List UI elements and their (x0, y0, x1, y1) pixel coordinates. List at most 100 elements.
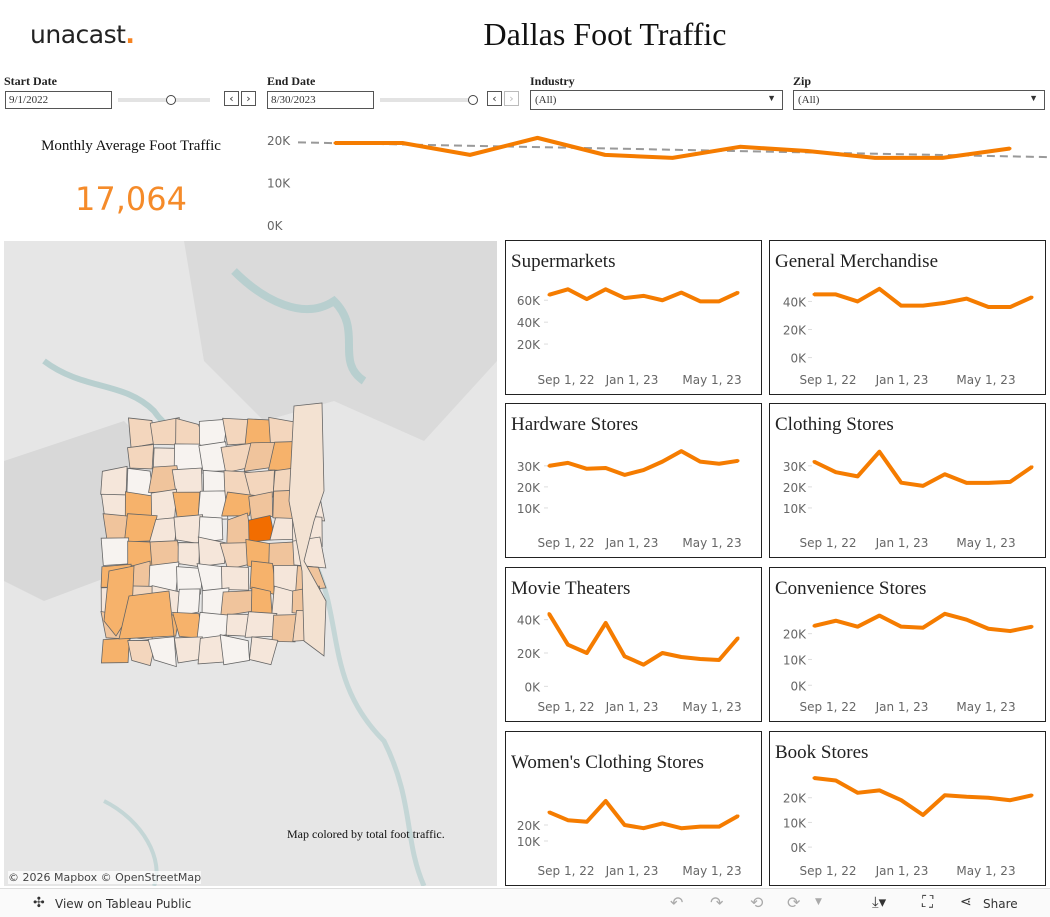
zip-map[interactable]: Map colored by total foot traffic. © 202… (4, 241, 497, 886)
data-point[interactable] (986, 796, 990, 800)
data-point[interactable] (736, 636, 740, 640)
data-point[interactable] (671, 156, 674, 160)
data-point[interactable] (834, 292, 838, 296)
zip-region[interactable] (221, 491, 255, 517)
data-point[interactable] (717, 658, 721, 662)
start-date-next-button[interactable]: › (241, 91, 256, 106)
data-point[interactable] (834, 619, 838, 623)
data-point[interactable] (856, 791, 860, 795)
data-point[interactable] (698, 460, 702, 464)
data-point[interactable] (536, 136, 539, 140)
zip-region[interactable] (248, 636, 279, 666)
data-point[interactable] (986, 481, 990, 485)
data-point[interactable] (698, 825, 702, 829)
end-date-slider[interactable] (380, 98, 472, 102)
zip-region[interactable] (127, 444, 155, 470)
start-date-input[interactable]: 9/1/2022 (5, 91, 112, 109)
data-point[interactable] (921, 304, 925, 308)
zip-region[interactable] (177, 542, 201, 568)
map-attribution[interactable]: © 2026 Mapbox © OpenStreetMap (8, 871, 202, 884)
data-point[interactable] (1008, 305, 1012, 309)
data-point[interactable] (642, 468, 645, 472)
data-point[interactable] (899, 304, 903, 308)
data-point[interactable] (679, 826, 683, 830)
redo-icon[interactable]: ↷ (710, 893, 724, 912)
end-date-slider-handle[interactable] (468, 95, 478, 105)
data-point[interactable] (941, 156, 944, 160)
industry-chart-women-s-clothing-stores[interactable]: Women's Clothing Stores 20K 10K Sep 1, 22 Ja… (505, 731, 762, 886)
zip-region[interactable] (100, 465, 128, 497)
data-point[interactable] (623, 296, 627, 300)
zip-region[interactable] (197, 490, 229, 521)
data-point[interactable] (585, 651, 589, 655)
zip-region[interactable] (118, 590, 175, 640)
data-point[interactable] (738, 145, 742, 149)
data-point[interactable] (943, 472, 947, 476)
data-point[interactable] (834, 778, 838, 782)
data-point[interactable] (1008, 798, 1012, 802)
zip-region[interactable] (197, 536, 227, 567)
data-point[interactable] (547, 612, 551, 616)
zip-region[interactable] (198, 516, 224, 543)
data-point[interactable] (965, 297, 969, 301)
zip-region[interactable] (130, 560, 152, 590)
industry-chart-convenience-stores[interactable]: Convenience Stores 20K 10K 0K Sep 1, 22 Jan 1… (769, 567, 1046, 722)
end-date-input[interactable]: 8/30/2023 (267, 91, 374, 109)
data-point[interactable] (812, 292, 816, 296)
zip-region[interactable] (127, 640, 157, 667)
data-point[interactable] (965, 481, 969, 485)
data-point[interactable] (1008, 480, 1012, 484)
data-point[interactable] (877, 287, 881, 291)
data-point[interactable] (1030, 793, 1034, 797)
undo-icon[interactable]: ↶ (670, 893, 684, 912)
start-date-slider-handle[interactable] (166, 95, 176, 105)
data-point[interactable] (877, 614, 881, 618)
zip-region[interactable] (219, 634, 250, 666)
data-point[interactable] (585, 467, 589, 471)
data-point[interactable] (986, 305, 990, 309)
data-point[interactable] (856, 474, 860, 478)
data-point[interactable] (566, 643, 570, 647)
data-point[interactable] (604, 799, 608, 803)
data-point[interactable] (736, 291, 740, 295)
view-on-tableau-link[interactable]: View on Tableau Public (55, 897, 192, 911)
data-point[interactable] (812, 460, 816, 464)
zip-region[interactable] (176, 566, 204, 595)
data-point[interactable] (921, 484, 925, 488)
data-point[interactable] (965, 795, 969, 799)
data-point[interactable] (806, 149, 809, 153)
zip-region[interactable] (100, 637, 130, 664)
data-point[interactable] (679, 449, 683, 453)
data-point[interactable] (921, 813, 925, 817)
data-point[interactable] (660, 298, 664, 302)
data-point[interactable] (698, 657, 702, 661)
data-point[interactable] (679, 655, 683, 659)
data-point[interactable] (899, 481, 903, 485)
data-point[interactable] (856, 299, 860, 303)
data-point[interactable] (717, 299, 721, 303)
zip-region[interactable] (220, 565, 250, 591)
zip-region[interactable] (100, 537, 130, 566)
refresh-icon[interactable]: ⟳ (787, 893, 801, 912)
data-point[interactable] (623, 473, 627, 477)
data-point[interactable] (660, 821, 664, 825)
data-point[interactable] (642, 826, 645, 830)
zip-region[interactable] (147, 636, 177, 668)
data-point[interactable] (899, 625, 903, 629)
data-point[interactable] (717, 462, 721, 466)
industry-chart-book-stores[interactable]: Book Stores 20K 10K 0K Sep 1, 22 Jan 1, 23 May… (769, 731, 1046, 886)
industry-select[interactable]: (All) ▼ (530, 90, 783, 110)
industry-chart-supermarkets[interactable]: Supermarkets 60K 40K 20K Sep 1, 22 Jan 1, 23 M… (505, 240, 762, 395)
industry-chart-general-merchandise[interactable]: General Merchandise 40K 20K 0K Sep 1, 22 Jan … (769, 240, 1046, 395)
data-point[interactable] (717, 825, 721, 829)
data-point[interactable] (604, 621, 608, 625)
data-point[interactable] (547, 464, 551, 468)
data-point[interactable] (547, 293, 551, 297)
zip-region[interactable] (128, 417, 155, 449)
data-point[interactable] (547, 810, 551, 814)
data-point[interactable] (873, 156, 877, 160)
data-point[interactable] (1008, 629, 1012, 633)
data-point[interactable] (965, 618, 969, 622)
data-point[interactable] (1030, 465, 1034, 469)
data-point[interactable] (660, 460, 664, 464)
